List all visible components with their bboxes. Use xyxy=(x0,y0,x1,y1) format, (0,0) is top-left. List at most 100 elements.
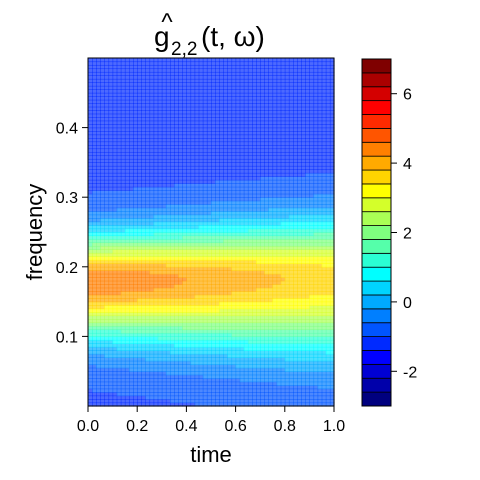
contour-cell xyxy=(202,193,208,198)
contour-cell xyxy=(133,120,138,125)
contour-cell xyxy=(100,165,105,170)
contour-cell xyxy=(223,252,228,257)
contour-cell xyxy=(161,134,167,139)
contour-cell xyxy=(235,402,241,407)
contour-cell xyxy=(284,399,290,404)
contour-cell xyxy=(219,78,224,83)
contour-cell xyxy=(174,120,179,125)
contour-cell xyxy=(104,301,110,306)
contour-cell xyxy=(145,339,151,344)
contour-cell xyxy=(141,134,146,139)
contour-cell xyxy=(190,89,196,94)
contour-cell xyxy=(198,58,204,63)
contour-cell xyxy=(88,96,93,101)
contour-cell xyxy=(247,197,253,202)
contour-cell xyxy=(260,346,265,351)
contour-cell xyxy=(88,218,93,223)
contour-cell xyxy=(104,200,110,205)
contour-cell xyxy=(178,392,183,397)
contour-cell xyxy=(190,364,196,369)
contour-cell xyxy=(178,395,183,400)
contour-cell xyxy=(268,190,274,195)
contour-cell xyxy=(161,245,167,250)
contour-cell xyxy=(112,371,118,376)
contour-cell xyxy=(116,353,122,358)
contour-cell xyxy=(174,280,179,285)
contour-cell xyxy=(182,277,187,282)
contour-cell xyxy=(256,364,261,369)
contour-cell xyxy=(124,138,130,143)
contour-cell xyxy=(186,371,192,376)
contour-cell xyxy=(223,218,228,223)
contour-cell xyxy=(165,158,171,163)
contour-cell xyxy=(256,190,261,195)
contour-cell xyxy=(92,263,97,268)
contour-cell xyxy=(260,280,265,285)
contour-cell xyxy=(145,332,151,337)
contour-cell xyxy=(252,332,257,337)
contour-cell xyxy=(92,305,97,310)
contour-cell xyxy=(174,399,179,404)
contour-cell xyxy=(227,353,233,358)
contour-cell xyxy=(219,92,224,97)
contour-cell xyxy=(288,298,294,303)
contour-cell xyxy=(260,145,265,150)
contour-cell xyxy=(231,148,237,153)
contour-cell xyxy=(108,110,114,115)
contour-cell xyxy=(182,113,187,118)
contour-cell xyxy=(256,186,261,191)
contour-cell xyxy=(182,378,187,383)
contour-cell xyxy=(116,301,122,306)
contour-cell xyxy=(243,78,249,83)
contour-cell xyxy=(129,207,134,212)
contour-cell xyxy=(137,301,142,306)
contour-cell xyxy=(174,218,179,223)
contour-cell xyxy=(129,169,134,174)
contour-cell xyxy=(280,353,286,358)
contour-cell xyxy=(137,162,142,167)
contour-cell xyxy=(219,120,224,125)
contour-cell xyxy=(284,214,290,219)
contour-cell xyxy=(268,207,274,212)
contour-cell xyxy=(141,71,146,76)
contour-cell xyxy=(88,298,93,303)
contour-cell xyxy=(215,162,220,167)
contour-cell xyxy=(182,99,187,104)
contour-cell xyxy=(284,120,290,125)
contour-cell xyxy=(211,214,216,219)
contour-cell xyxy=(260,58,265,63)
contour-cell xyxy=(194,221,200,226)
contour-cell xyxy=(256,284,261,289)
contour-cell xyxy=(104,193,110,198)
contour-cell xyxy=(211,221,216,226)
contour-cell xyxy=(108,353,114,358)
contour-cell xyxy=(206,99,212,104)
contour-cell xyxy=(116,249,122,254)
contour-cell xyxy=(272,127,278,132)
contour-cell xyxy=(219,131,224,136)
contour-cell xyxy=(96,256,101,261)
contour-cell xyxy=(268,131,274,136)
contour-cell xyxy=(141,392,146,397)
contour-cell xyxy=(153,68,159,73)
contour-cell xyxy=(264,151,269,157)
contour-cell xyxy=(178,357,183,362)
contour-cell xyxy=(268,346,274,351)
contour-cell xyxy=(211,374,216,379)
contour-cell xyxy=(280,346,286,351)
contour-cell xyxy=(252,245,257,250)
contour-cell xyxy=(116,165,122,170)
contour-cell xyxy=(264,82,269,87)
contour-cell xyxy=(174,374,179,379)
contour-cell xyxy=(227,214,233,219)
contour-cell xyxy=(141,263,146,268)
contour-cell xyxy=(96,113,101,118)
contour-cell xyxy=(170,106,175,111)
contour-cell xyxy=(243,392,249,397)
contour-cell xyxy=(149,82,155,87)
contour-cell xyxy=(165,238,171,244)
contour-cell xyxy=(247,329,253,334)
contour-cell xyxy=(243,256,249,261)
contour-cell xyxy=(219,378,224,383)
contour-cell xyxy=(239,151,245,157)
